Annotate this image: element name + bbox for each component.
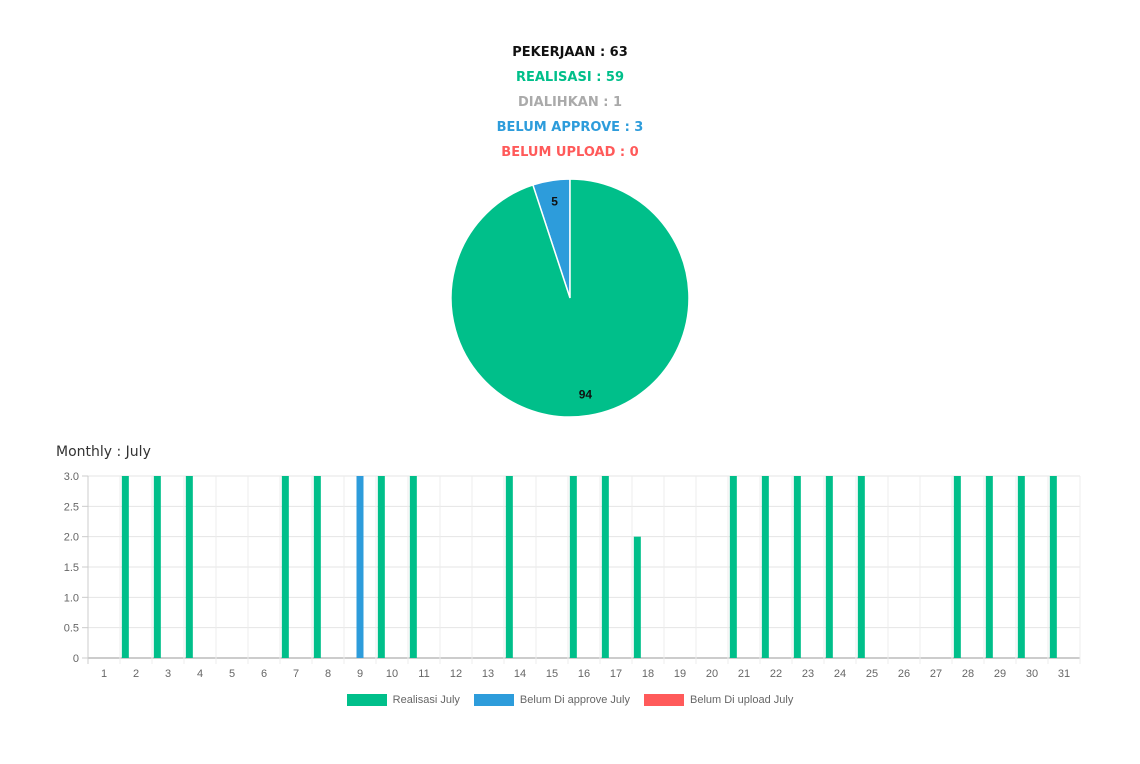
x-tick-label: 1 [101,668,107,680]
x-tick-label: 10 [386,668,398,680]
pie-data-label: 94 [579,387,593,401]
x-tick-label: 21 [738,668,750,680]
bar-belum-di-approve-july-day-9[interactable] [356,476,364,658]
x-tick-label: 28 [962,668,974,680]
pie-chart: 5 94 [450,178,690,418]
bar-realisasi-july-day-11[interactable] [409,476,417,658]
y-tick-label: 1.0 [64,592,79,604]
bar-realisasi-july-day-28[interactable] [953,476,961,658]
bar-realisasi-july-day-25[interactable] [857,476,865,658]
x-tick-label: 27 [930,668,942,680]
x-tick-label: 3 [165,668,171,680]
y-tick-label: 2.0 [64,532,79,544]
x-tick-label: 5 [229,668,235,680]
bar-realisasi-july-day-24[interactable] [825,476,833,658]
bar-realisasi-july-day-22[interactable] [761,476,769,658]
x-tick-label: 30 [1026,668,1038,680]
y-tick-label: 3.0 [64,471,79,483]
bar-realisasi-july-day-23[interactable] [793,476,801,658]
legend-swatch [346,694,387,706]
bar-realisasi-july-day-16[interactable] [569,476,577,658]
legend-swatch [643,694,684,706]
pie-slice-realisasi[interactable] [450,178,690,418]
x-tick-label: 8 [325,668,331,680]
legend-label: Belum Di upload July [689,694,794,706]
pie-data-label: 5 [551,195,558,209]
x-tick-label: 20 [706,668,718,680]
bar-chart: 00.51.01.52.02.53.01 2 3 4 5 6 7 8 9 10 11 12 13 14 15… [64,471,1081,680]
legend-label: Belum Di approve July [519,694,630,706]
bar-realisasi-july-day-8[interactable] [313,476,321,658]
x-tick-label: 2 [133,668,139,680]
bar-realisasi-july-day-30[interactable] [1017,476,1025,658]
x-tick-label: 15 [546,668,558,680]
bar-realisasi-july-day-2[interactable] [121,476,129,658]
y-tick-label: 0.5 [64,623,79,635]
realisasi-count: REALISASI : 59 [515,70,625,85]
legend-label: Realisasi July [392,694,460,706]
legend: Realisasi July Belum Di approve July Bel… [0,694,1140,706]
x-tick-label: 11 [418,668,429,680]
belum-approve-count: BELUM APPROVE : 3 [496,120,644,135]
dialihkan-count: DIALIHKAN : 1 [518,95,622,110]
legend-item-belum-approve[interactable]: Belum Di approve July [473,694,630,706]
x-tick-label: 12 [450,668,462,680]
x-tick-label: 31 [1058,668,1070,680]
legend-item-realisasi[interactable]: Realisasi July [346,694,460,706]
x-tick-label: 29 [994,668,1006,680]
y-tick-label: 0 [73,653,79,665]
bar-realisasi-july-day-7[interactable] [281,476,289,658]
x-tick-label: 19 [674,668,686,680]
bar-realisasi-july-day-21[interactable] [729,476,737,658]
x-tick-label: 22 [770,668,782,680]
summary-block: PEKERJAAN : 63 REALISASI : 59 DIALIHKAN … [0,40,1140,165]
bar-realisasi-july-day-14[interactable] [505,476,513,658]
x-tick-label: 18 [642,668,654,680]
legend-item-belum-upload[interactable]: Belum Di upload July [643,694,794,706]
legend-swatch [473,694,514,706]
x-tick-label: 9 [357,668,363,680]
bar-realisasi-july-day-18[interactable] [633,536,641,658]
x-tick-label: 13 [482,668,494,680]
bar-realisasi-july-day-4[interactable] [185,476,193,658]
x-tick-label: 14 [514,668,526,680]
x-tick-label: 17 [610,668,622,680]
x-tick-label: 26 [898,668,910,680]
x-tick-label: 7 [293,668,299,680]
x-tick-label: 16 [578,668,590,680]
x-tick-label: 23 [802,668,814,680]
y-tick-label: 2.5 [64,501,79,513]
bar-realisasi-july-day-10[interactable] [377,476,385,658]
pekerjaan-count: PEKERJAAN : 63 [512,45,628,60]
bar-realisasi-july-day-3[interactable] [153,476,161,658]
y-tick-label: 1.5 [64,562,79,574]
monthly-title: Monthly : July [56,444,151,460]
bar-realisasi-july-day-31[interactable] [1049,476,1057,658]
x-tick-label: 4 [197,668,203,680]
x-tick-label: 25 [866,668,878,680]
bar-realisasi-july-day-29[interactable] [985,476,993,658]
belum-upload-count: BELUM UPLOAD : 0 [501,145,639,160]
x-tick-label: 6 [261,668,267,680]
bar-realisasi-july-day-17[interactable] [601,476,609,658]
x-tick-label: 24 [834,668,846,680]
